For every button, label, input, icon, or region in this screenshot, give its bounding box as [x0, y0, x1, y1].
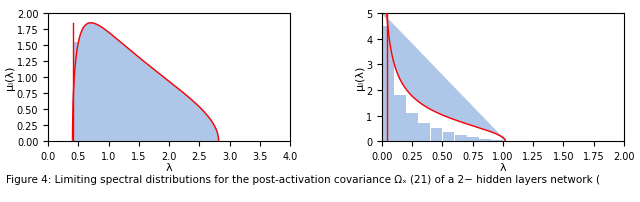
Y-axis label: μₗ(λ): μₗ(λ) — [355, 66, 365, 90]
Bar — [84, 90, 97, 141]
Polygon shape — [72, 24, 219, 141]
Bar — [443, 132, 454, 141]
Bar — [382, 27, 394, 141]
Bar — [97, 107, 109, 141]
Bar — [133, 127, 145, 141]
Bar — [72, 43, 84, 141]
Bar — [491, 140, 503, 141]
Polygon shape — [382, 0, 506, 141]
Bar — [431, 129, 442, 141]
Bar — [479, 139, 491, 141]
X-axis label: λ: λ — [166, 162, 172, 172]
Bar — [121, 124, 133, 141]
Bar — [194, 137, 205, 141]
Bar — [157, 132, 169, 141]
Bar — [109, 117, 121, 141]
Bar — [406, 113, 418, 141]
Bar — [170, 134, 181, 141]
Bar — [467, 137, 479, 141]
Text: Figure 4: Limiting spectral distributions for the post-activation covariance Ωₓ : Figure 4: Limiting spectral distribution… — [6, 174, 600, 184]
Bar — [394, 96, 406, 141]
Bar — [205, 138, 218, 141]
Y-axis label: μₗ(λ): μₗ(λ) — [5, 66, 15, 90]
Bar — [419, 123, 430, 141]
Bar — [454, 135, 467, 141]
Bar — [145, 130, 157, 141]
Bar — [182, 136, 193, 141]
X-axis label: λ: λ — [500, 162, 506, 172]
